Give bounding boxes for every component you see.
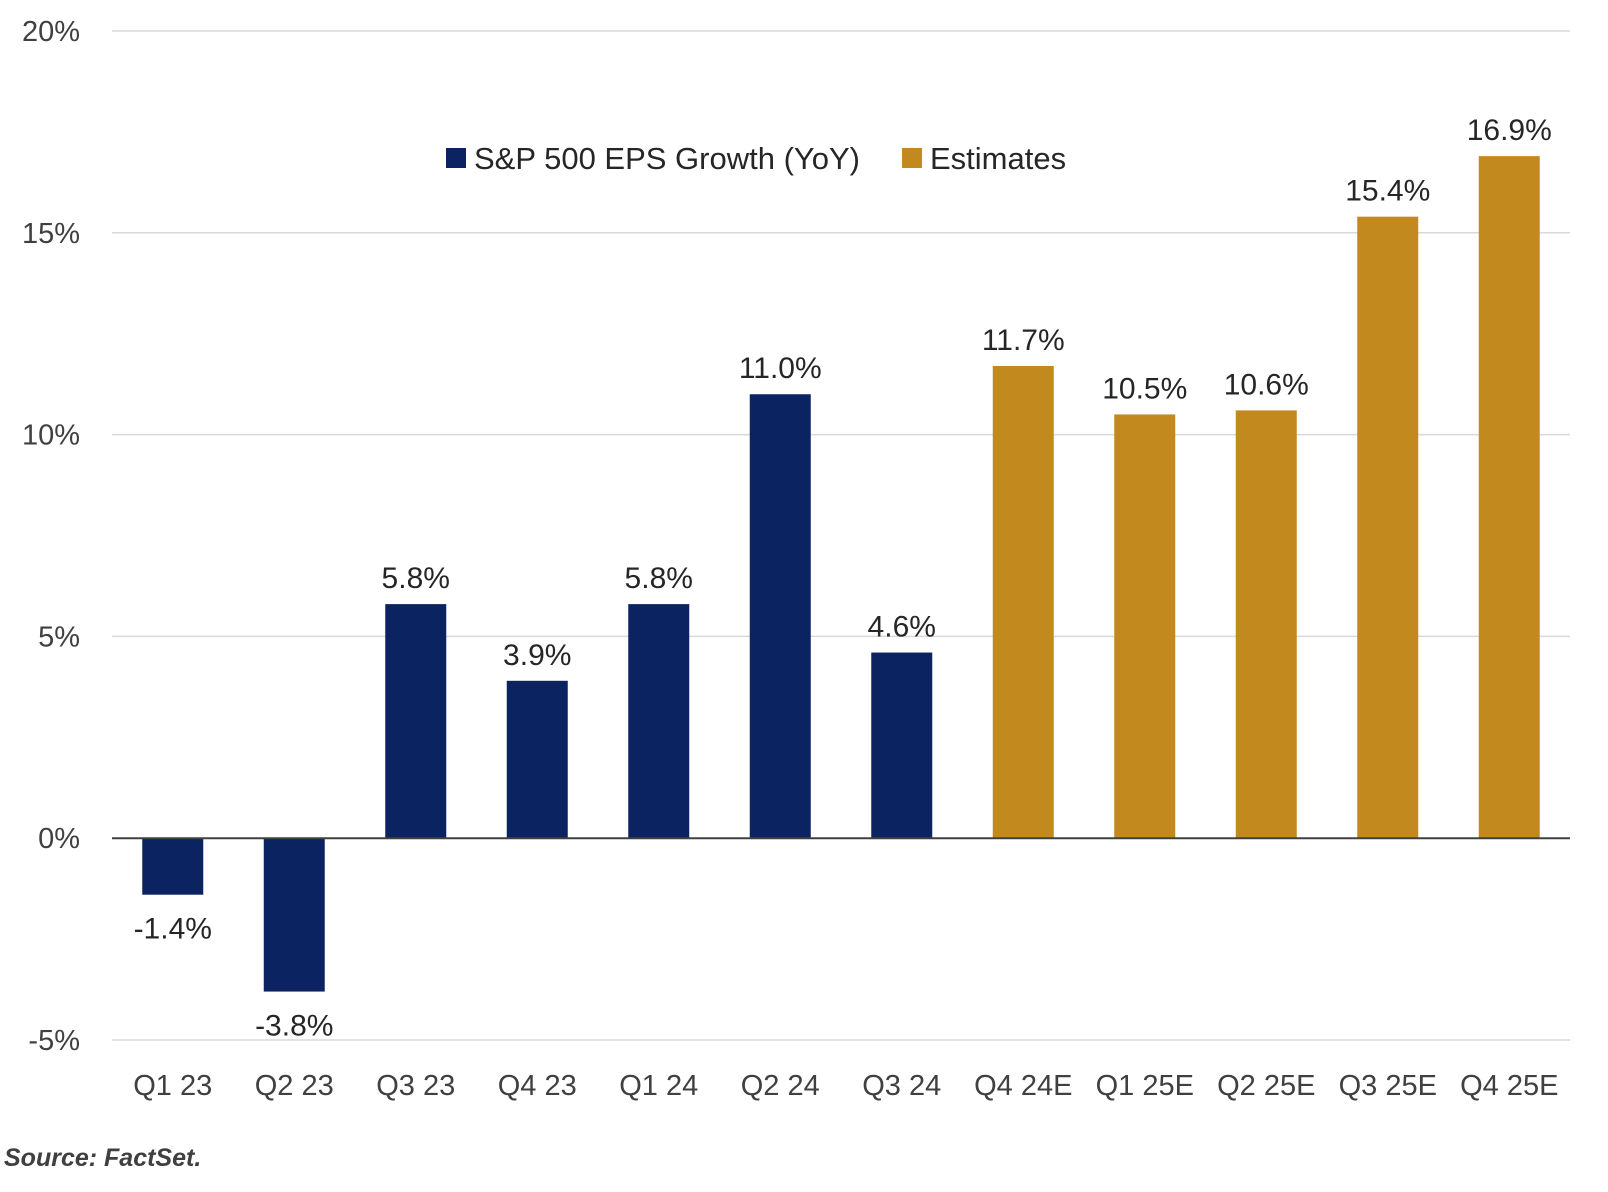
x-tick-label: Q4 25E	[1460, 1070, 1558, 1102]
legend-label-estimates: Estimates	[930, 141, 1066, 176]
y-tick-label: -5%	[28, 1025, 80, 1057]
bar	[628, 604, 690, 839]
data-label: 3.9%	[503, 639, 571, 672]
y-tick-label: 0%	[38, 823, 80, 855]
data-label: 4.6%	[868, 611, 936, 644]
eps-growth-chart: 20% 15% 10% 5% 0% -5% -1.4% Q1 23 -3.8% Q2 23 5.8%…	[22, 16, 1570, 1102]
y-tick-label: 15%	[22, 218, 80, 250]
data-label: -3.8%	[255, 1010, 333, 1043]
bar	[385, 604, 447, 839]
bar	[1478, 156, 1540, 839]
bar	[142, 838, 204, 895]
data-label: 11.0%	[739, 352, 822, 385]
data-label: 5.8%	[625, 562, 693, 595]
x-tick-label: Q2 25E	[1217, 1070, 1315, 1102]
legend-label-actual: S&P 500 EPS Growth (YoY)	[474, 141, 860, 176]
x-tick-label: Q3 23	[376, 1070, 455, 1102]
x-tick-label: Q3 25E	[1339, 1070, 1437, 1102]
y-tick-label: 5%	[38, 621, 80, 653]
x-tick-label: Q3 24	[862, 1070, 941, 1102]
legend-swatch-actual	[446, 148, 466, 168]
y-tick-label: 20%	[22, 16, 80, 48]
data-label: 16.9%	[1467, 114, 1552, 147]
x-tick-label: Q1 23	[133, 1070, 212, 1102]
legend-swatch-estimates	[902, 148, 922, 168]
data-label: 5.8%	[382, 562, 450, 595]
bar	[1235, 410, 1297, 839]
x-tick-label: Q2 24	[741, 1070, 820, 1102]
x-tick-label: Q1 25E	[1096, 1070, 1194, 1102]
bar	[1114, 414, 1176, 839]
bar	[1357, 216, 1419, 839]
x-tick-label: Q4 23	[498, 1070, 577, 1102]
data-label: -1.4%	[134, 913, 212, 946]
data-label: 10.6%	[1224, 368, 1309, 401]
bar	[263, 838, 325, 992]
source-note: Source: FactSet.	[4, 1144, 202, 1172]
x-tick-label: Q4 24E	[974, 1070, 1072, 1102]
data-label: 15.4%	[1345, 175, 1430, 208]
data-label: 10.5%	[1102, 372, 1187, 405]
data-label: 11.7%	[982, 324, 1065, 357]
bar	[506, 680, 568, 839]
bar	[871, 652, 933, 839]
bar	[992, 365, 1054, 839]
y-tick-label: 10%	[22, 420, 80, 452]
bar	[749, 394, 811, 839]
x-tick-label: Q1 24	[619, 1070, 698, 1102]
x-tick-label: Q2 23	[255, 1070, 334, 1102]
